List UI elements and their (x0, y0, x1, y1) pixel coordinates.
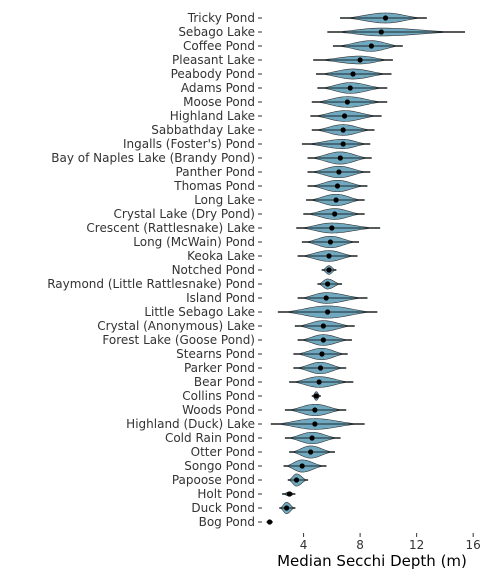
median-point (368, 43, 375, 49)
median-point (308, 449, 314, 455)
median-point (350, 71, 356, 77)
median-point (334, 183, 341, 189)
x-axis-title: Median Secchi Depth (m) (277, 552, 467, 570)
category-label: Highland (Duck) Lake (126, 417, 255, 431)
category-label: Pleasant Lake (172, 53, 255, 67)
category-label: Crystal Lake (Dry Pond) (114, 207, 255, 221)
median-point (344, 99, 350, 105)
category-label: Panther Pond (176, 165, 255, 179)
median-point (329, 225, 335, 231)
x-axis: 4 8 12 16 (300, 533, 480, 552)
median-point (326, 253, 332, 259)
category-label: Crescent (Rattlesnake) Lake (86, 221, 255, 235)
median-point (327, 239, 334, 245)
category-label: Coffee Pond (183, 39, 255, 53)
median-point (382, 15, 389, 21)
median-point (326, 267, 332, 273)
x-tick-label: 8 (356, 538, 364, 552)
category-label: Long (McWain) Pond (133, 235, 255, 249)
median-point (323, 295, 329, 301)
median-point (332, 211, 338, 217)
median-point (267, 519, 273, 525)
category-label: Crystal (Anonymous) Lake (97, 319, 255, 333)
category-label: Notched Pond (172, 263, 255, 277)
category-label: Stearns Pond (176, 347, 255, 361)
category-label: Songo Pond (184, 459, 255, 473)
median-point (299, 463, 305, 469)
median-point (313, 393, 319, 399)
violins-layer (266, 12, 465, 525)
median-point (309, 435, 315, 441)
median-point (312, 407, 318, 413)
category-label: Collins Pond (182, 389, 255, 403)
median-point (347, 85, 353, 91)
category-label: Keoka Lake (187, 249, 255, 263)
category-label: Adams Pond (181, 81, 255, 95)
x-tick-label: 12 (409, 538, 424, 552)
category-label: Peabody Pond (171, 67, 255, 81)
median-point (320, 337, 326, 343)
category-label: Bog Pond (199, 515, 255, 529)
category-label: Ingalls (Foster's) Pond (123, 137, 255, 151)
median-point (357, 57, 363, 63)
median-point (312, 421, 318, 427)
median-point (284, 505, 290, 511)
median-point (325, 309, 331, 315)
median-point (325, 281, 331, 287)
category-label: Raymond (Little Rattlesnake) Pond (47, 277, 255, 291)
category-label: Island Pond (186, 291, 255, 305)
category-label: Forest Lake (Goose Pond) (102, 333, 255, 347)
median-point (286, 491, 293, 497)
category-label: Tricky Pond (187, 11, 255, 25)
category-label: Bear Pond (194, 375, 255, 389)
median-point (340, 127, 346, 133)
category-label: Moose Pond (183, 95, 255, 109)
category-label: Little Sebago Lake (144, 305, 255, 319)
x-tick-label: 16 (466, 538, 480, 552)
median-point (320, 323, 326, 329)
median-point (317, 365, 324, 371)
category-label: Papoose Pond (172, 473, 255, 487)
category-label: Parker Pond (184, 361, 255, 375)
category-label: Sebago Lake (178, 25, 255, 39)
median-point (341, 113, 348, 119)
category-label: Holt Pond (197, 487, 255, 501)
category-label: Long Lake (194, 193, 255, 207)
category-label: Bay of Naples Lake (Brandy Pond) (51, 151, 255, 165)
category-label: Woods Pond (182, 403, 255, 417)
median-point (378, 29, 384, 35)
category-label: Otter Pond (191, 445, 255, 459)
category-label: Thomas Pond (173, 179, 255, 193)
x-tick-label: 4 (300, 538, 308, 552)
category-label: Cold Rain Pond (165, 431, 255, 445)
category-label: Sabbathday Lake (151, 123, 255, 137)
median-point (333, 197, 339, 203)
category-label: Duck Pond (191, 501, 255, 515)
median-point (336, 169, 342, 175)
median-point (293, 477, 300, 483)
median-point (337, 155, 343, 161)
median-point (319, 351, 325, 357)
median-point (316, 379, 322, 385)
median-point (340, 141, 346, 147)
category-label: Highland Lake (170, 109, 255, 123)
